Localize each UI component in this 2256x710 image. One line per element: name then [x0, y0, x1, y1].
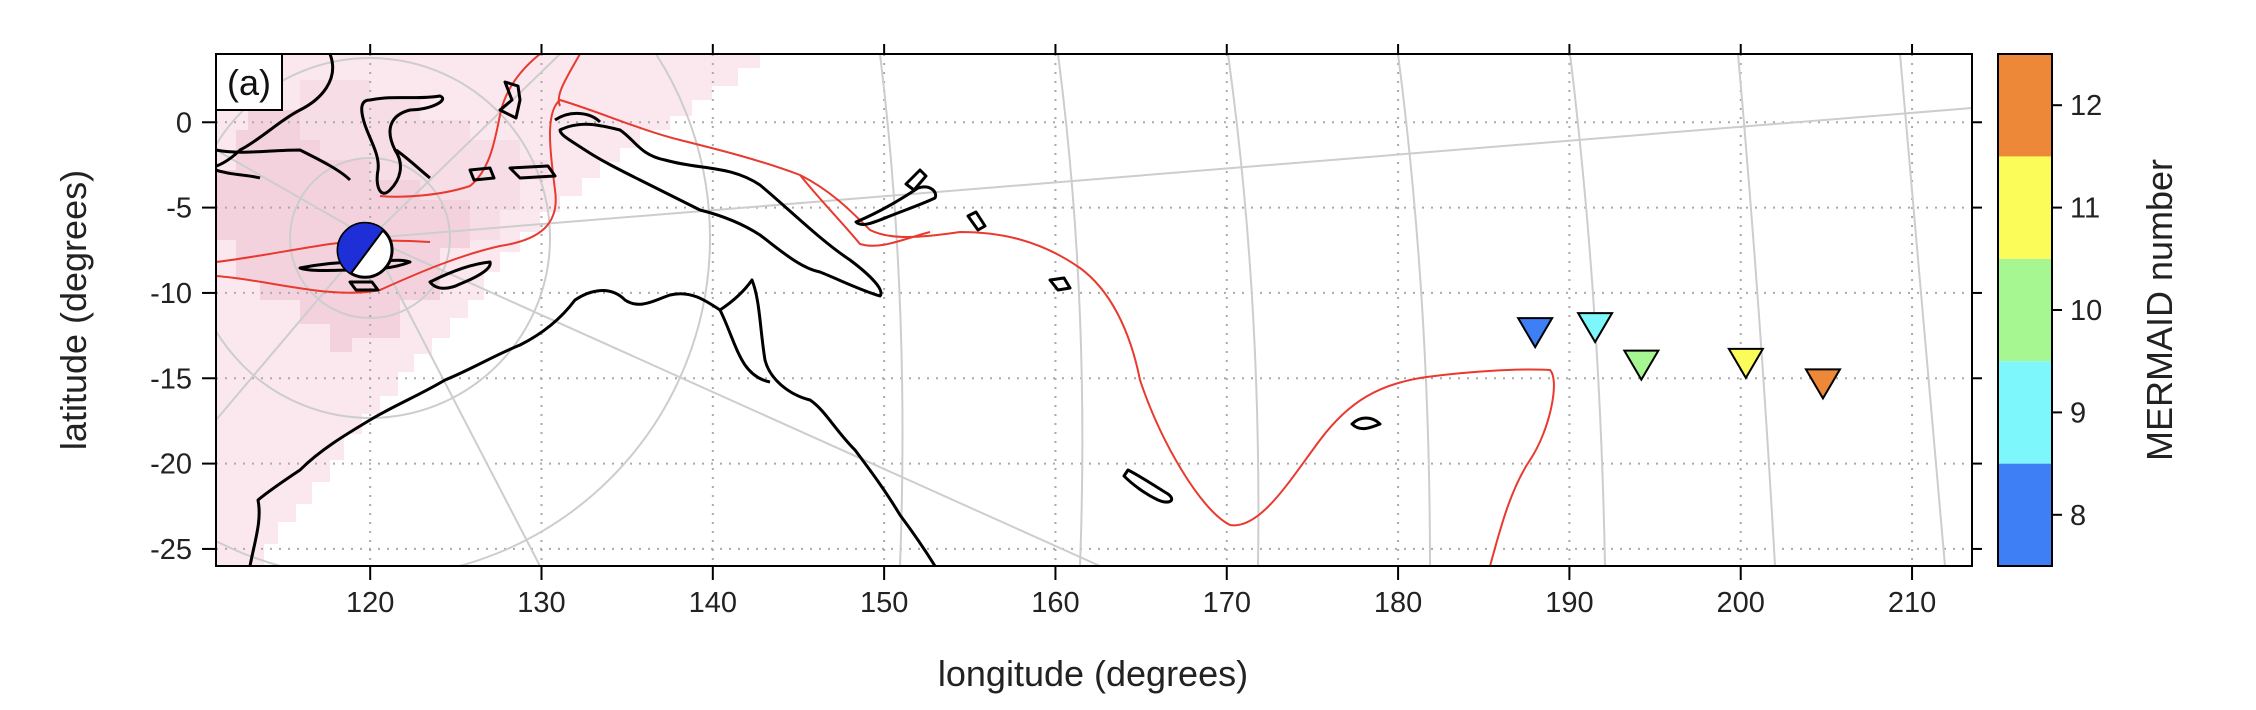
- mermaid-station-marker: [1576, 312, 1614, 345]
- mermaid-station-marker: [1622, 349, 1661, 382]
- coastline-new-guinea: [558, 122, 883, 298]
- y-tick-label: 0: [176, 107, 192, 139]
- coastline-timor: [428, 260, 492, 290]
- x-axis-title: longitude (degrees): [938, 653, 1248, 694]
- coastline-new-britain: [854, 185, 938, 226]
- great-circle-lines: [216, 54, 1972, 566]
- coastline-borneo: [216, 54, 335, 168]
- coastline-fiji: [1350, 416, 1382, 431]
- colorbar-tick-label: 9: [2070, 397, 2086, 429]
- colorbar-tick-label: 8: [2070, 500, 2086, 532]
- plate-boundary-line: [216, 239, 431, 263]
- coastline-australia: [248, 278, 937, 566]
- coastline-cape-york: [718, 309, 771, 384]
- coastlines: [216, 54, 1382, 566]
- x-tick-label: 180: [1374, 587, 1422, 619]
- y-tick-label: -20: [150, 449, 192, 481]
- colorbar-title: MERMAID number: [2139, 159, 2180, 461]
- colorbar-swatch: [1998, 361, 2052, 464]
- great-circle-curve: [369, 237, 541, 566]
- colorbar: 8 9 10 11 12: [1997, 53, 2102, 567]
- coastline-island: [1048, 276, 1072, 292]
- x-tick-label: 160: [1031, 587, 1079, 619]
- panel-label: (a): [227, 62, 271, 103]
- mermaid-station-marker: [1804, 368, 1842, 401]
- mermaid-stations: [1516, 312, 1842, 401]
- great-circle-curve: [1227, 54, 1260, 566]
- coastline-island: [498, 80, 522, 120]
- x-tick-label: 210: [1888, 587, 1936, 619]
- colorbar-frame: [1997, 53, 2053, 567]
- y-tick-label: -15: [150, 363, 192, 395]
- y-tick-label: -10: [150, 278, 192, 310]
- great-circle-curve: [369, 107, 1972, 239]
- map-frame: [215, 53, 1973, 567]
- great-circle-curve: [369, 237, 1101, 566]
- plate-boundary-line: [216, 98, 1555, 566]
- plate-boundary-line: [799, 174, 931, 247]
- x-tick-label: 170: [1203, 587, 1251, 619]
- great-circle-curve: [1569, 54, 1606, 566]
- coastline-sumba: [348, 280, 380, 292]
- coastline-island: [966, 210, 987, 232]
- colorbar-swatch: [1998, 156, 2052, 259]
- great-circle-curve: [216, 149, 371, 239]
- colorbar-swatch: [1998, 463, 2052, 566]
- panel-label-box: [215, 53, 283, 111]
- axis-tick-labels: 120 130 140 150 160 170 180 190 200 210 0 -5 -10 -15 -…: [150, 107, 1936, 619]
- colorbar-swatch: [1998, 258, 2052, 362]
- x-tick-label: 130: [517, 587, 565, 619]
- beachball-compressional-quadrant: [338, 223, 384, 274]
- plate-boundary-line: [557, 54, 581, 107]
- distance-ring: [289, 157, 451, 319]
- colorbar-swatch: [1998, 54, 2052, 157]
- colorbar-tick-label: 10: [2070, 295, 2102, 327]
- mermaid-station-marker: [1727, 347, 1765, 380]
- colorbar-tick-label: 11: [2070, 193, 2100, 225]
- distance-ring: [216, 54, 711, 566]
- x-tick-label: 150: [860, 587, 908, 619]
- beachball-nodal-plane: [350, 229, 384, 274]
- coastline-sulawesi: [360, 94, 444, 195]
- x-tick-label: 140: [689, 587, 737, 619]
- coastline-island: [508, 164, 557, 180]
- great-circle-curve: [1057, 54, 1084, 566]
- coastline-island: [468, 166, 496, 182]
- y-tick-label: -5: [166, 193, 192, 225]
- coastline-island: [216, 168, 261, 180]
- x-tick-label: 200: [1717, 587, 1765, 619]
- great-circle-curve: [1737, 54, 1776, 566]
- distance-ring: [216, 57, 551, 419]
- map-panel: [216, 54, 1972, 566]
- great-circle-curve: [1899, 54, 1946, 566]
- mermaid-station-marker: [1516, 317, 1554, 350]
- great-circle-curve: [879, 54, 904, 566]
- y-axis-title: latitude (degrees): [53, 170, 94, 450]
- coastline-island: [904, 168, 928, 192]
- great-circle-curve: [369, 54, 561, 239]
- beachball-focal-mechanism-icon: [336, 221, 394, 279]
- great-circle-curve: [1397, 54, 1431, 566]
- axis-ticks: [202, 44, 1982, 580]
- coastline-borneo: [216, 148, 352, 182]
- y-tick-label: -25: [150, 534, 192, 566]
- coastline-sulawesi: [395, 148, 431, 180]
- x-tick-label: 190: [1545, 587, 1593, 619]
- coastline-new-caledonia: [1122, 468, 1174, 504]
- colorbar-tick-label: 12: [2070, 90, 2102, 122]
- coastline-bird-head: [554, 112, 602, 124]
- x-tick-label: 120: [346, 587, 394, 619]
